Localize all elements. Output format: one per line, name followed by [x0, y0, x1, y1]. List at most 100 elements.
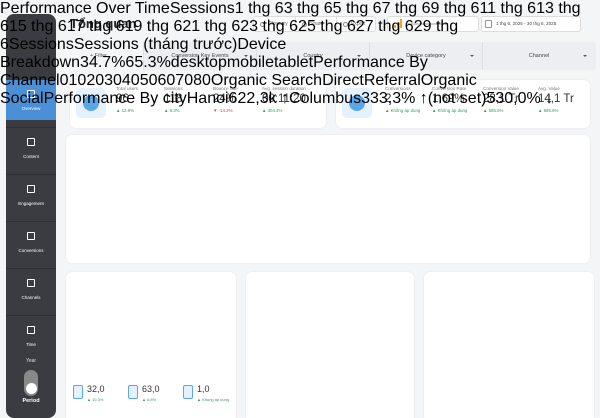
toggle-label: Year	[25, 358, 37, 364]
legend-label: mobile	[226, 54, 274, 71]
button-icon	[343, 21, 348, 27]
x-tick-label: Direct	[322, 72, 364, 89]
kpi-label: Avg. session duration	[262, 86, 306, 91]
legend-label: desktop	[170, 54, 227, 71]
x-tick-label: 13 thg 6	[0, 0, 581, 35]
kpi-value: 28,1 Tr	[483, 93, 519, 105]
kpi-label: Avg. Value	[538, 86, 560, 91]
y-tick-label: 40	[121, 72, 140, 89]
x-tick-label: 11 thg 6	[479, 0, 537, 17]
nav-item[interactable]: Channels	[6, 268, 56, 308]
button-icon	[260, 21, 265, 27]
kpi-change: ▲ 12.9%	[116, 108, 135, 113]
header-button[interactable]: Export	[336, 17, 377, 31]
nav-item[interactable]: Engagement	[6, 174, 56, 214]
nav-item[interactable]: Content	[6, 127, 56, 167]
legend-label: Sessions (tháng trước)	[73, 36, 238, 53]
y-axis-label: Sessions	[169, 0, 235, 17]
card-title: Performance By city	[43, 90, 187, 107]
kpi-change: ▲ Không áp dụng	[385, 108, 421, 113]
city-sessions: 3	[361, 90, 370, 107]
nav-icon	[27, 185, 35, 193]
kpi-change: ▲ Không áp dụng	[432, 108, 468, 113]
y-tick-label: 70	[175, 72, 194, 89]
kpi-change: ▲ 8.3%	[164, 108, 180, 113]
y-tick-label: 80	[193, 72, 211, 89]
chart-card	[424, 272, 594, 418]
kpi-icon	[76, 88, 106, 118]
account-select[interactable]	[387, 16, 479, 32]
city-name: Columbus	[289, 90, 362, 107]
x-tick-label: 23 thg 6	[240, 18, 299, 35]
x-tick-label: 29 thg 6	[0, 18, 459, 53]
kpi-value: 14,1 Tr	[538, 93, 574, 105]
chart-title: Device Breakdown	[0, 36, 287, 71]
city-change: 33,3% ↑	[369, 90, 428, 107]
summary-change: ▲ 6.8%	[142, 397, 157, 402]
x-tick-label: 9 thg 6	[430, 0, 480, 17]
toggle-switch[interactable]	[24, 370, 38, 396]
kpi-label: Total users	[116, 86, 139, 91]
add-filter[interactable]: + Filter	[66, 42, 143, 70]
chart-card	[66, 135, 590, 263]
filter-control[interactable]: Channel	[482, 42, 595, 70]
x-tick-label: Referral	[363, 72, 421, 89]
nav-icon	[27, 326, 35, 334]
kpi-card: Conversions 2 ▲ Không áp dụng Conversion Ra…	[336, 80, 590, 128]
chart-title: Performance Over Time	[0, 0, 170, 17]
kpi-label: Bounce rate	[213, 86, 238, 91]
nav-label: Engagement	[18, 201, 44, 206]
kpi-change: ▲ 585.6%	[483, 108, 504, 113]
kpi-icon-circle	[349, 95, 365, 111]
filter-control[interactable]: Country	[256, 42, 369, 70]
summary-change: ▲ 10.3%	[87, 397, 104, 402]
kpi-value: 118	[164, 93, 183, 105]
x-tick-label: 15 thg 6	[8, 18, 67, 35]
summary-value: 32,0	[87, 384, 105, 394]
logo-bar	[400, 19, 402, 28]
x-tick-label: 1 thg 6	[234, 0, 284, 17]
button-icon	[302, 21, 307, 27]
button-group: Glossary Share Export	[253, 16, 376, 32]
nav-item[interactable]: Overview	[6, 80, 56, 120]
kpi-change: ▲ 304.4%	[262, 108, 283, 113]
nav-item[interactable]: Time	[6, 315, 56, 355]
kpi-value: 00:11:20	[262, 93, 306, 105]
x-tick-label: Organic Social	[0, 72, 477, 107]
filter-bar: + Filter Conversion Key Events Country Devi…	[66, 42, 596, 70]
kpi-label: Conversion Rate	[432, 86, 467, 91]
header-button[interactable]: Share	[295, 17, 336, 31]
nav-label: Content	[23, 154, 39, 159]
chart-title: Performance By Channel	[0, 54, 428, 89]
nav-label: Channels	[21, 295, 41, 300]
city-change: 2,3k ↑	[246, 90, 290, 107]
summary-icon	[128, 385, 138, 399]
y-tick-label: 10	[68, 72, 87, 89]
chart-card	[246, 272, 414, 418]
y-tick-label: 0	[59, 72, 69, 89]
header-button[interactable]: Glossary	[254, 17, 295, 31]
filter-control[interactable]: Device category	[369, 42, 482, 70]
date-select[interactable]: 1 thg 6, 2025 - 30 thg 6, 2025	[481, 16, 581, 32]
charts: Performance Over TimeSessions1 thg 63 th…	[0, 0, 600, 108]
y-tick-label: 30	[104, 72, 122, 89]
x-tick-label: 7 thg 6	[381, 0, 431, 17]
legend-label: Sessions	[8, 36, 74, 53]
x-tick-label: Organic Search	[210, 72, 323, 89]
x-tick-label: 3 thg 6	[283, 0, 333, 17]
nav-item[interactable]: Conversions	[6, 221, 56, 261]
summary-value: 63,0	[142, 384, 160, 394]
filter-control[interactable]: Conversion Key Events	[143, 42, 256, 70]
kpi-label: Conversions	[385, 86, 411, 91]
dropdown-arrow	[583, 55, 587, 57]
kpi-label: Conversion Value	[483, 86, 519, 91]
y-tick-label: 60	[157, 72, 176, 89]
logo-text	[408, 23, 448, 25]
kpi-change: ▼ -14.2%	[213, 108, 233, 113]
city-name: Hanoi	[186, 90, 229, 107]
toggle-label: Period	[22, 398, 40, 404]
kpi-value: 2	[385, 93, 392, 105]
dropdown-arrow	[470, 55, 474, 57]
summary-value: 1,0	[197, 384, 210, 394]
